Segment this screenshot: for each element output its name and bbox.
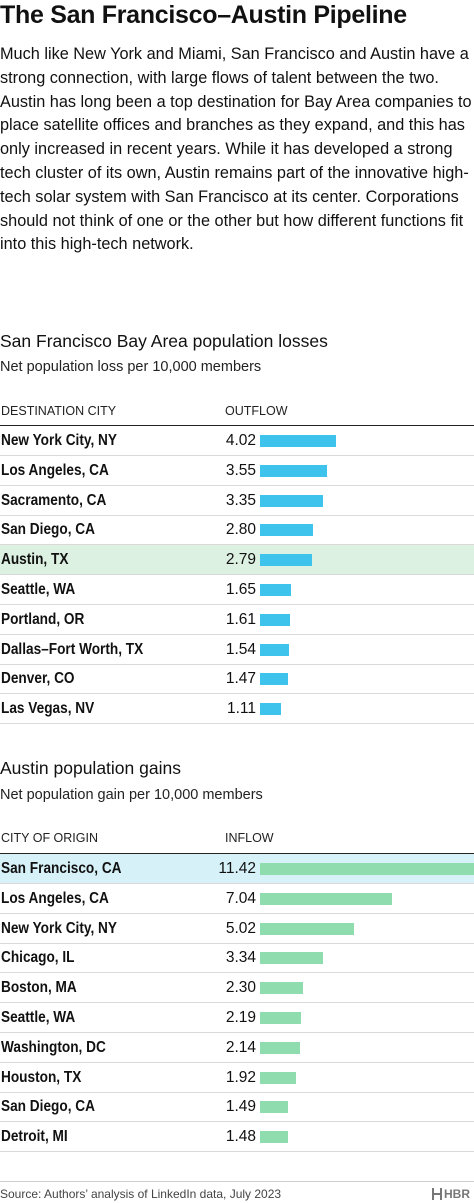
outflow-city-label: San Diego, CA (1, 521, 95, 539)
inflow-value-label: 5.02 (225, 919, 256, 937)
outflow-value-label: 2.80 (225, 521, 256, 539)
outflow-bar (260, 494, 323, 507)
outflow-city-label: Dallas–Fort Worth, TX (1, 640, 144, 658)
inflow-value-label: 1.49 (225, 1098, 256, 1116)
page-title: The San Francisco–Austin Pipeline (0, 1, 407, 29)
inflow-header: INFLOW (225, 831, 274, 845)
inflow-value-label: 11.42 (218, 860, 256, 877)
inflow-row: Houston, TX 1.92 (0, 1063, 474, 1093)
outflow-bar (260, 435, 336, 447)
outflow-row: Austin, TX 2.79 (0, 545, 474, 576)
inflow-bar (260, 1041, 301, 1054)
source-note: Source: Authors’ analysis of LinkedIn da… (0, 1187, 282, 1201)
gains-chart-subtitle: Net population gain per 10,000 members (0, 787, 263, 803)
outflow-bar (260, 584, 292, 596)
inflow-city-label: Detroit, MI (1, 1128, 68, 1146)
outflow-city-label: Sacramento, CA (1, 491, 107, 509)
outflow-city-label: Seattle, WA (1, 581, 76, 598)
outflow-value-label: 2.79 (225, 551, 256, 569)
inflow-bar (260, 1012, 302, 1024)
inflow-bar (260, 982, 304, 995)
inflow-value-label: 2.30 (225, 979, 256, 997)
inflow-value-label: 7.04 (225, 889, 256, 907)
inflow-row: New York City, NY 5.02 (0, 914, 474, 944)
outflow-bar (260, 554, 313, 567)
inflow-bar (260, 1131, 288, 1144)
hbr-logo-icon (432, 1188, 442, 1200)
inflow-city-label: Los Angeles, CA (1, 889, 109, 907)
outflow-value-label: 1.54 (225, 640, 256, 658)
inflow-value-label: 2.19 (225, 1009, 256, 1026)
hbr-brand-label: HBR (444, 1187, 470, 1201)
inflow-city-label: San Francisco, CA (1, 860, 122, 877)
inflow-row: Seattle, WA 2.19 (0, 1003, 474, 1033)
outflow-value-label: 3.35 (225, 491, 256, 509)
city-of-origin-header: CITY OF ORIGIN (1, 831, 98, 845)
outflow-row: Portland, OR 1.61 (0, 605, 474, 635)
outflow-bar (260, 643, 289, 656)
outflow-value-label: 1.47 (225, 670, 256, 688)
inflow-city-label: San Diego, CA (1, 1098, 95, 1116)
outflow-city-label: Denver, CO (1, 670, 75, 688)
inflow-row: Los Angeles, CA 7.04 (0, 884, 474, 914)
hbr-brand: HBR (432, 1186, 470, 1202)
inflow-value-label: 1.92 (225, 1068, 256, 1086)
inflow-city-label: Seattle, WA (1, 1009, 76, 1026)
inflow-row: Chicago, IL 3.34 (0, 943, 474, 974)
inflow-row: San Diego, CA 1.49 (0, 1092, 474, 1123)
outflow-city-label: Austin, TX (1, 551, 69, 569)
outflow-bar (260, 613, 291, 626)
inflow-bar (260, 1071, 297, 1084)
inflow-city-label: Houston, TX (1, 1068, 82, 1086)
outflow-row: Sacramento, CA 3.35 (0, 486, 474, 516)
inflow-city-label: New York City, NY (1, 919, 117, 937)
losses-header-rule (0, 425, 474, 426)
inflow-value-label: 1.48 (225, 1128, 256, 1146)
outflow-bar (260, 703, 281, 716)
outflow-city-label: Portland, OR (1, 610, 85, 628)
inflow-city-label: Washington, DC (1, 1038, 106, 1056)
inflow-value-label: 3.34 (225, 949, 256, 967)
outflow-value-label: 1.65 (225, 581, 256, 598)
outflow-city-label: Los Angeles, CA (1, 461, 109, 479)
inflow-value-label: 2.14 (225, 1038, 256, 1056)
outflow-row: Dallas–Fort Worth, TX 1.54 (0, 635, 474, 665)
footer-rule (0, 1181, 474, 1182)
inflow-bar (260, 952, 323, 965)
outflow-value-label: 1.61 (225, 610, 256, 628)
inflow-bar (260, 922, 355, 935)
inflow-city-label: Boston, MA (1, 979, 77, 997)
outflow-bar (260, 524, 313, 537)
outflow-bar (260, 464, 327, 477)
outflow-city-label: New York City, NY (1, 432, 117, 449)
losses-chart-title: San Francisco Bay Area population losses (0, 331, 328, 351)
outflow-row: Seattle, WA 1.65 (0, 575, 474, 605)
inflow-row: Boston, MA 2.30 (0, 973, 474, 1004)
outflow-value-label: 1.11 (226, 700, 256, 718)
outflow-value-label: 4.02 (225, 432, 256, 449)
outflow-row: San Diego, CA 2.80 (0, 515, 474, 546)
inflow-row: Washington, DC 2.14 (0, 1033, 474, 1063)
outflow-city-label: Las Vegas, NV (1, 700, 95, 718)
outflow-bar (260, 673, 288, 686)
outflow-header: OUTFLOW (225, 404, 288, 418)
outflow-row: Las Vegas, NV 1.11 (0, 694, 474, 725)
inflow-bar (260, 1101, 288, 1114)
inflow-bar (260, 863, 474, 875)
inflow-row: Detroit, MI 1.48 (0, 1122, 474, 1153)
inflow-bar (260, 892, 393, 905)
inflow-row: San Francisco, CA 11.42 (0, 854, 474, 884)
destination-city-header: DESTINATION CITY (1, 404, 117, 418)
losses-chart-subtitle: Net population loss per 10,000 members (0, 359, 262, 375)
outflow-value-label: 3.55 (225, 461, 256, 479)
gains-header-rule (0, 853, 474, 854)
outflow-row: New York City, NY 4.02 (0, 426, 474, 456)
outflow-row: Los Angeles, CA 3.55 (0, 456, 474, 486)
inflow-city-label: Chicago, IL (1, 949, 75, 967)
gains-chart-title: Austin population gains (0, 758, 181, 778)
intro-paragraph: Much like New York and Miami, San Franci… (0, 45, 472, 254)
outflow-row: Denver, CO 1.47 (0, 664, 474, 695)
